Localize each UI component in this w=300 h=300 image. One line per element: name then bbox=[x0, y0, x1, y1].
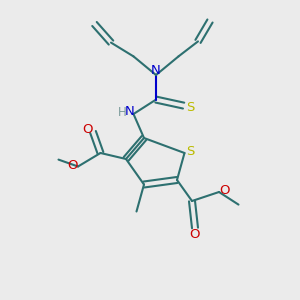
Text: O: O bbox=[67, 159, 77, 172]
Text: H: H bbox=[118, 106, 127, 119]
Text: O: O bbox=[219, 184, 230, 197]
Text: O: O bbox=[190, 227, 200, 241]
Text: N: N bbox=[125, 105, 135, 118]
Text: O: O bbox=[82, 123, 93, 136]
Text: S: S bbox=[186, 100, 194, 114]
Text: S: S bbox=[186, 145, 194, 158]
Text: N: N bbox=[151, 64, 161, 77]
